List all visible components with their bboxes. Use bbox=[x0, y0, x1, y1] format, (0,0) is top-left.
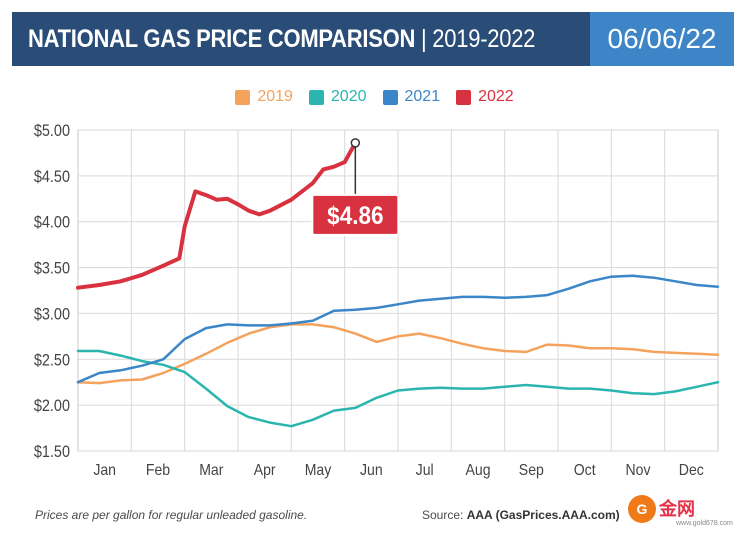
legend-item-2019: 2019 bbox=[235, 86, 293, 108]
watermark-url: www.gold678.com bbox=[676, 520, 733, 527]
series-line-2019 bbox=[76, 323, 720, 385]
chart-legend: 2019 2020 2021 2022 bbox=[0, 86, 749, 108]
x-tick-label: Mar bbox=[199, 461, 223, 479]
y-tick-label: $5.00 bbox=[34, 122, 70, 140]
y-tick-label: $2.50 bbox=[34, 351, 70, 369]
legend-label-2019: 2019 bbox=[257, 88, 293, 105]
title-years: 2019-2022 bbox=[432, 25, 536, 53]
watermark-text: 金网 bbox=[659, 499, 695, 519]
legend-label-2021: 2021 bbox=[404, 88, 441, 105]
date-badge: 06/06/22 bbox=[590, 12, 734, 66]
legend-item-2020: 2020 bbox=[308, 86, 367, 108]
legend-swatch-2021 bbox=[382, 89, 398, 105]
legend-label-2022: 2022 bbox=[478, 88, 514, 105]
legend-swatch-2019 bbox=[235, 89, 251, 105]
watermark: G 金网 bbox=[628, 493, 746, 525]
header-bar: NATIONAL GAS PRICE COMPARISON | 2019-202… bbox=[12, 12, 734, 66]
callout-point bbox=[350, 138, 361, 148]
chart-title: NATIONAL GAS PRICE COMPARISON | 2019-202… bbox=[28, 12, 535, 66]
legend-swatch-2020 bbox=[308, 89, 324, 105]
footer-source: Source: AAA (GasPrices.AAA.com) bbox=[422, 508, 620, 522]
series-line-2020 bbox=[76, 349, 720, 428]
series-line-2021 bbox=[76, 274, 720, 384]
y-tick-label: $4.00 bbox=[34, 214, 70, 232]
watermark-logo-icon: G bbox=[628, 495, 656, 523]
legend-label-2020: 2020 bbox=[330, 88, 367, 105]
x-tick-label: Jul bbox=[416, 461, 434, 479]
title-separator: | bbox=[415, 25, 433, 53]
x-tick-label: Nov bbox=[625, 461, 650, 479]
title-main: NATIONAL GAS PRICE COMPARISON bbox=[28, 25, 416, 53]
x-tick-label: Jan bbox=[93, 461, 116, 479]
y-tick-label: $4.50 bbox=[34, 168, 70, 186]
x-tick-label: Sep bbox=[519, 461, 544, 479]
legend-item-2022: 2022 bbox=[456, 86, 514, 108]
y-tick-label: $3.50 bbox=[34, 260, 70, 278]
x-tick-label: Oct bbox=[574, 461, 597, 479]
x-tick-label: Aug bbox=[465, 461, 490, 479]
callout-label: $4.86 bbox=[327, 202, 383, 230]
callout-box bbox=[311, 193, 400, 236]
series-line-2022 bbox=[76, 140, 358, 290]
x-tick-label: Apr bbox=[254, 461, 276, 479]
x-tick-label: May bbox=[305, 461, 332, 479]
y-tick-label: $3.00 bbox=[34, 305, 70, 323]
source-name: AAA (GasPrices.AAA.com) bbox=[466, 508, 620, 522]
legend-item-2021: 2021 bbox=[382, 86, 441, 108]
y-tick-label: $1.50 bbox=[34, 443, 70, 461]
legend-swatch-2022 bbox=[456, 89, 472, 105]
x-tick-label: Jun bbox=[360, 461, 383, 479]
source-prefix: Source: bbox=[422, 508, 467, 522]
y-tick-label: $2.00 bbox=[34, 397, 70, 415]
x-tick-label: Feb bbox=[146, 461, 170, 479]
x-tick-label: Dec bbox=[679, 461, 704, 479]
footer-note: Prices are per gallon for regular unlead… bbox=[35, 508, 308, 522]
